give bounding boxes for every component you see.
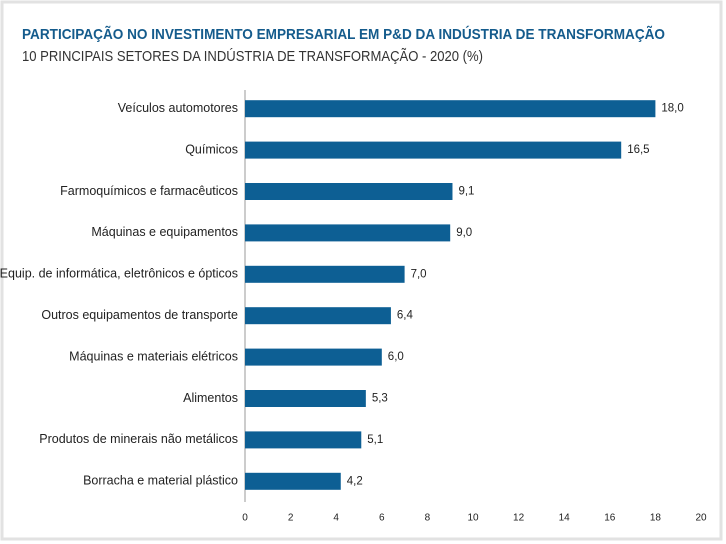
- bar: [245, 265, 405, 283]
- value-label: 6,4: [397, 310, 414, 322]
- y-tick-label: Equip. de informática, eletrônicos e ópt…: [0, 267, 238, 281]
- value-label: 5,3: [372, 393, 388, 405]
- value-label: 6,0: [388, 351, 404, 363]
- x-tick-label: 12: [513, 513, 525, 524]
- y-tick-label: Borracha e material plástico: [83, 474, 238, 488]
- x-tick-label: 18: [650, 513, 662, 524]
- y-tick-label: Farmoquímicos e farmacêuticos: [60, 184, 238, 198]
- bar: [245, 472, 341, 490]
- bar: [245, 348, 382, 366]
- chart-title: PARTICIPAÇÃO NO INVESTIMENTO EMPRESARIAL…: [22, 25, 665, 43]
- y-tick-label: Máquinas e equipamentos: [91, 225, 238, 239]
- bar: [245, 307, 391, 325]
- y-tick-label: Máquinas e materiais elétricos: [69, 349, 238, 363]
- x-tick-label: 16: [604, 513, 616, 524]
- x-tick-label: 10: [467, 513, 479, 524]
- bar: [245, 431, 362, 449]
- value-label: 16,5: [627, 144, 649, 156]
- y-tick-label: Alimentos: [183, 391, 238, 405]
- value-label: 9,0: [456, 227, 472, 239]
- y-tick-label: Veículos automotores: [118, 101, 238, 115]
- bar: [245, 141, 622, 159]
- y-tick-label: Produtos de minerais não metálicos: [39, 432, 238, 446]
- x-tick-label: 6: [379, 513, 385, 524]
- x-tick-label: 2: [288, 513, 294, 524]
- value-label: 9,1: [458, 186, 474, 198]
- bar: [245, 183, 453, 200]
- value-label: 7,0: [411, 268, 427, 280]
- bar: [245, 224, 451, 242]
- x-tick-label: 4: [333, 513, 339, 524]
- value-label: 5,1: [367, 434, 383, 446]
- x-tick-label: 20: [695, 513, 707, 524]
- bar: [245, 390, 366, 407]
- bar: [245, 100, 656, 118]
- x-tick-label: 14: [559, 513, 571, 524]
- x-tick-label: 8: [425, 513, 431, 524]
- x-tick-label: 0: [242, 513, 248, 524]
- y-tick-label: Outros equipamentos de transporte: [41, 308, 238, 322]
- value-label: 18,0: [661, 103, 683, 115]
- chart-subtitle: 10 PRINCIPAIS SETORES DA INDÚSTRIA DE TR…: [22, 48, 483, 65]
- value-label: 4,2: [347, 475, 363, 487]
- y-tick-label: Químicos: [185, 142, 238, 156]
